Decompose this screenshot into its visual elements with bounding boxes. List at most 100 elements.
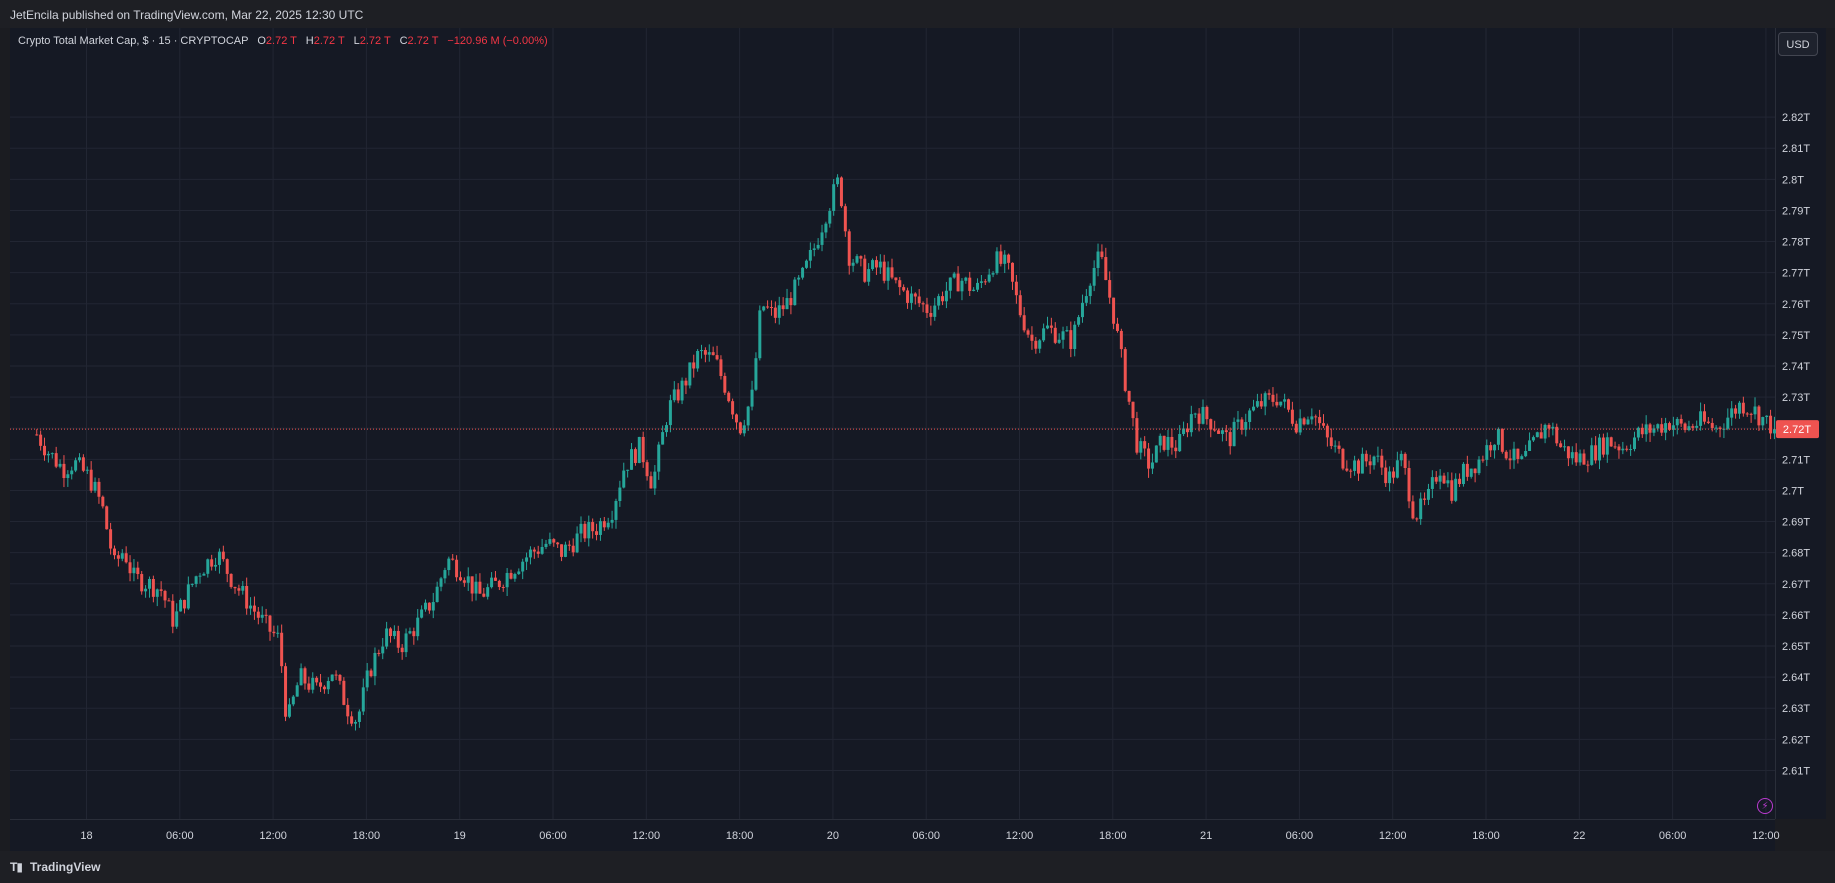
candle-body (521, 561, 525, 572)
candle-body (1555, 426, 1559, 444)
top-bar: JetEncila published on TradingView.com, … (0, 0, 1835, 28)
candle-body (630, 449, 634, 470)
candle-body (847, 231, 851, 266)
candle-body (1477, 459, 1481, 474)
price-tick-label: 2.63T (1782, 703, 1810, 715)
candle-body (583, 523, 587, 539)
candle-body (645, 462, 649, 477)
candle-body (1360, 453, 1364, 474)
candle-body (93, 481, 97, 491)
candle-body (595, 531, 599, 535)
candle-body (412, 631, 416, 637)
candle-body (1189, 414, 1193, 433)
tradingview-logo[interactable]: T▮ TradingView (10, 860, 100, 874)
candle-body (1702, 411, 1706, 422)
candle-body (46, 453, 50, 456)
candle-body (396, 630, 400, 648)
candle-body (653, 471, 657, 489)
candle-body (587, 522, 591, 539)
candle-body (159, 589, 163, 591)
candle-body (548, 539, 552, 544)
candle-body (1220, 430, 1224, 434)
candle-body (295, 685, 299, 697)
candle-body (1648, 424, 1652, 433)
candle-body (1636, 427, 1640, 438)
currency-button[interactable]: USD (1778, 32, 1818, 56)
candle-body (1426, 488, 1430, 500)
time-tick-label: 21 (1200, 830, 1212, 842)
candle-body (1640, 427, 1644, 435)
candle-body (622, 470, 626, 488)
price-tick-label: 2.71T (1782, 454, 1810, 466)
candle-body (1710, 422, 1714, 428)
candle-body (221, 551, 225, 560)
candle-body (58, 463, 62, 467)
candle-body (972, 289, 976, 291)
candle-body (1594, 445, 1598, 461)
candle-body (458, 577, 462, 581)
price-tick-label: 2.69T (1782, 517, 1810, 529)
time-tick-label: 18:00 (1472, 830, 1500, 842)
candle-body (909, 293, 913, 303)
candle-body (361, 687, 365, 712)
candle-body (1528, 440, 1532, 451)
candle-body (1765, 415, 1769, 418)
candle-body (1182, 428, 1186, 435)
candle-body (245, 585, 249, 609)
candle-body (983, 281, 987, 283)
candle-body (303, 668, 307, 684)
candle-body (960, 280, 964, 292)
candle-body (812, 248, 816, 250)
candle-body (140, 574, 144, 592)
candle-body (1458, 478, 1462, 485)
candle-body (249, 605, 253, 609)
candle-body (552, 539, 556, 543)
candle-body (952, 273, 956, 278)
candle-body (1353, 460, 1357, 471)
candle-body (560, 544, 564, 557)
candle-body (116, 555, 120, 559)
candle-body (1461, 463, 1465, 485)
candle-body (470, 576, 474, 594)
candle-body (991, 273, 995, 275)
candle-body (497, 580, 501, 587)
candle-body (906, 290, 910, 303)
candle-body (272, 631, 276, 634)
candle-body (315, 677, 319, 683)
candle-body (1115, 323, 1119, 331)
time-tick-label: 20 (827, 830, 839, 842)
time-tick-label: 19 (454, 830, 466, 842)
candle-body (1753, 406, 1757, 415)
candle-body (1745, 413, 1749, 415)
candle-body (867, 269, 871, 282)
candle-body (1038, 340, 1042, 349)
candle-body (1018, 295, 1022, 316)
candle-body (1372, 456, 1376, 466)
bolt-icon[interactable]: ⚡ (1757, 798, 1773, 814)
time-axis[interactable] (10, 819, 1775, 852)
candle-body (1143, 441, 1147, 449)
candle-body (641, 436, 645, 463)
candle-body (186, 584, 190, 609)
candle-body (1399, 453, 1403, 461)
candle-body (797, 277, 801, 280)
candle-body (338, 674, 342, 681)
candle-body (762, 306, 766, 311)
candle-body (769, 307, 773, 309)
tradingview-mark-icon: T▮ (10, 860, 23, 874)
candle-body (97, 481, 101, 497)
chart-area[interactable] (10, 28, 1775, 819)
candle-body (871, 260, 875, 270)
candle-body (1617, 446, 1621, 451)
candle-body (1178, 434, 1182, 452)
candle-body (1442, 475, 1446, 484)
candle-body (1147, 448, 1151, 469)
candle-body (719, 359, 723, 377)
candle-body (700, 350, 704, 352)
candle-body (334, 674, 338, 676)
candle-body (451, 558, 455, 560)
candle-body (1691, 426, 1695, 428)
candle-body (167, 600, 171, 602)
candle-body (237, 588, 241, 591)
